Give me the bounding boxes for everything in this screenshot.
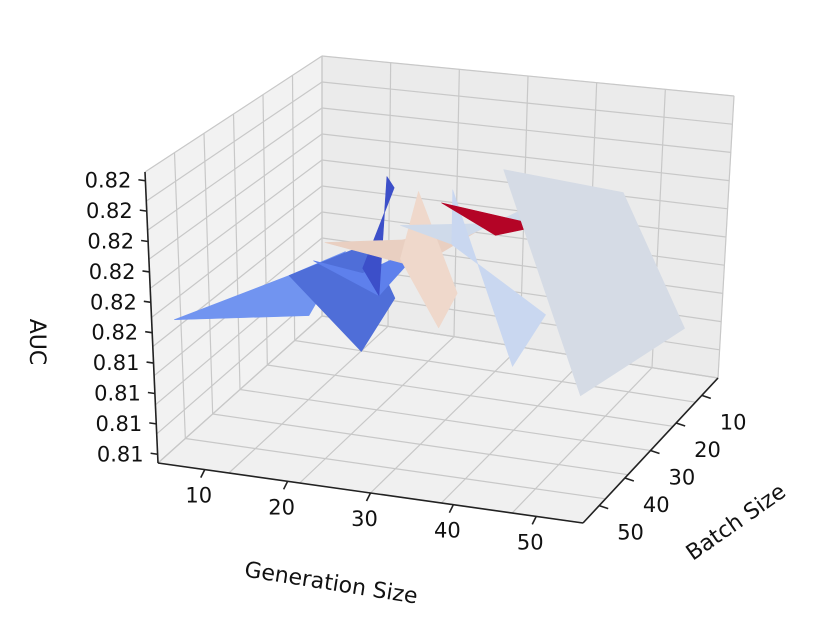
y-tick-mark [675, 422, 686, 427]
grid-line [321, 81, 733, 125]
grid-line [239, 388, 651, 452]
z-tick-mark [150, 452, 158, 456]
x-tick-label: 40 [434, 519, 461, 543]
grid-line [149, 159, 323, 289]
x-tick-mark [531, 516, 537, 525]
x-tick-mark [448, 504, 455, 514]
grid-line [144, 55, 323, 173]
z-tick-label: 0.82 [87, 230, 134, 254]
z-tick-label: 0.81 [97, 442, 144, 466]
z-tick-mark [139, 209, 147, 212]
grid-line [321, 55, 735, 97]
x-tick-label: 20 [268, 495, 295, 519]
grid-line [267, 364, 674, 427]
x-tick-mark [365, 492, 372, 502]
z-tick-label: 0.82 [91, 321, 138, 345]
y-tick-mark [701, 394, 712, 400]
axes [138, 171, 719, 525]
surface-face [503, 169, 685, 397]
x-tick-label: 50 [517, 530, 544, 554]
z-axis-label: AUC [24, 319, 49, 366]
surface-face [451, 189, 546, 367]
z-tick-mark [149, 422, 157, 425]
y-tick-label: 30 [669, 466, 696, 490]
z-tick-label: 0.82 [89, 260, 136, 284]
y-tick-mark [650, 449, 660, 455]
grid-line [321, 133, 730, 182]
x-tick-mark [200, 469, 206, 478]
y-tick-label: 10 [720, 410, 747, 434]
z-tick-label: 0.81 [93, 351, 140, 375]
x-tick-mark [282, 480, 289, 490]
grid-line [157, 315, 323, 464]
grid-line [151, 185, 323, 318]
grid-line [321, 211, 725, 266]
z-tick-label: 0.81 [94, 381, 141, 405]
z-tick-mark [138, 178, 146, 182]
z-tick-mark [145, 330, 153, 334]
x-tick-label: 10 [185, 484, 212, 508]
grid-line [152, 211, 323, 348]
x-axis-label: Generation Size [243, 558, 420, 610]
surface-face [362, 176, 395, 297]
z-axis-line [144, 171, 159, 464]
y-tick-label: 20 [694, 438, 721, 462]
z-tick-mark [143, 300, 151, 304]
tick-labels: 0.81 0.81 0.81 0.81 0.82 0.82 0.82 0.82 0.82 0.82… [85, 169, 747, 555]
grid-line [321, 107, 731, 153]
z-tick-mark [142, 270, 150, 273]
y-tick-label: 50 [617, 521, 644, 545]
y-tick-label: 40 [643, 493, 670, 517]
z-tick-mark [140, 239, 149, 243]
x-tick-label: 30 [351, 507, 378, 531]
surface-face [174, 251, 346, 321]
grid-line [147, 107, 323, 231]
z-tick-mark [146, 361, 154, 364]
z-tick-label: 0.82 [90, 290, 137, 314]
y-axis-label: Batch Size [682, 479, 791, 566]
grid-line [145, 81, 323, 202]
grid-line [212, 413, 629, 476]
z-tick-label: 0.82 [85, 169, 132, 193]
grid-line [148, 133, 323, 260]
z-tick-label: 0.81 [95, 412, 142, 436]
z-tick-mark [147, 391, 156, 395]
y-tick-mark [598, 504, 609, 510]
y-tick-mark [624, 477, 635, 482]
surface-plot [174, 169, 685, 397]
grid-line [185, 437, 606, 500]
z-tick-label: 0.82 [86, 199, 133, 223]
